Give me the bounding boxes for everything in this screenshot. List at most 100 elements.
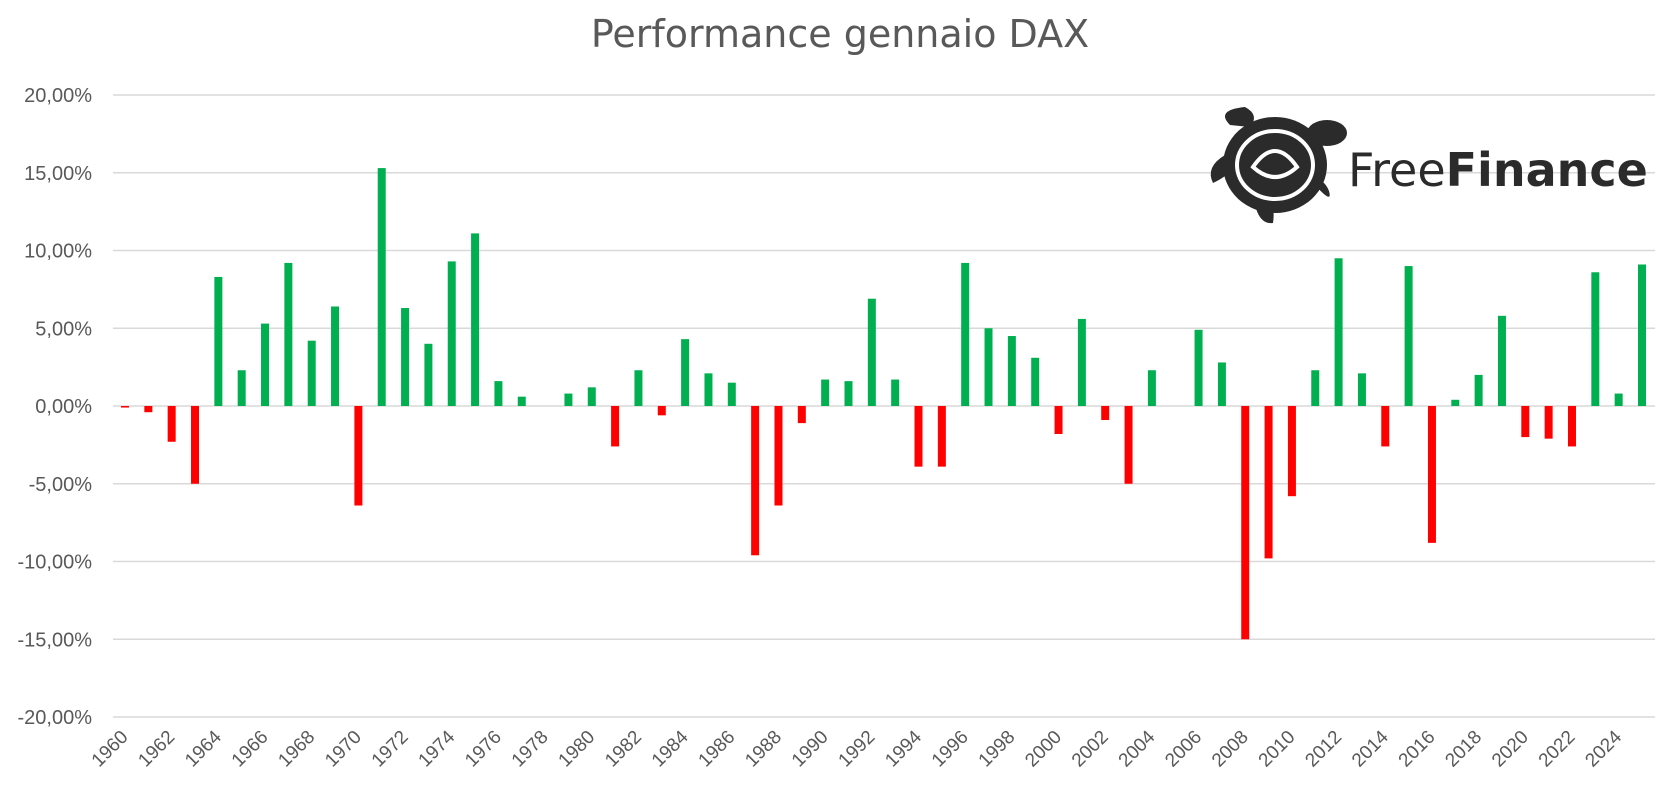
y-tick-label: -10,00% — [18, 552, 93, 574]
bar-2003 — [1124, 406, 1133, 484]
bar-1980 — [587, 387, 596, 406]
bar-2021 — [1544, 406, 1553, 439]
bar-2010 — [1287, 406, 1296, 497]
x-tick-label: 1974 — [415, 726, 460, 771]
logo-text: FreeFinance — [1348, 143, 1648, 197]
bar-1970 — [354, 406, 363, 506]
x-tick-label: 2004 — [1115, 726, 1160, 771]
x-tick-label: 1966 — [228, 727, 273, 772]
turtle-icon — [1210, 107, 1347, 224]
bar-2002 — [1101, 406, 1110, 420]
bar-1998 — [1007, 336, 1016, 406]
bar-1977 — [517, 396, 526, 406]
bar-1962 — [167, 406, 176, 442]
gridlines — [113, 94, 1655, 718]
bar-1975 — [471, 233, 480, 406]
x-tick-label: 1982 — [601, 727, 646, 772]
x-tick-label: 2024 — [1581, 726, 1626, 771]
bar-1982 — [634, 370, 643, 406]
y-tick-label: 10,00% — [24, 241, 92, 263]
x-tick-label: 1964 — [181, 726, 226, 771]
x-tick-label: 1992 — [835, 727, 880, 772]
bar-2020 — [1521, 406, 1530, 438]
bar-2008 — [1241, 406, 1250, 640]
x-tick-label: 2018 — [1441, 727, 1486, 772]
bar-1966 — [261, 323, 270, 406]
bar-1960 — [121, 406, 129, 408]
bar-1968 — [307, 340, 316, 406]
bar-2012 — [1334, 258, 1343, 406]
bar-1971 — [377, 168, 386, 406]
y-axis-tick-labels: 20,00% 15,00% 10,00% 5,00% 0,00% -5,00% -10,00… — [18, 85, 93, 729]
bar-2006 — [1194, 329, 1203, 406]
y-tick-label: 5,00% — [35, 318, 92, 340]
x-tick-label: 1996 — [928, 727, 973, 772]
logo-text-bold: Finance — [1446, 143, 1648, 197]
x-tick-label: 2010 — [1255, 727, 1300, 772]
bar-1994 — [914, 406, 923, 467]
bar-2023 — [1591, 272, 1600, 406]
bar-1981 — [611, 406, 620, 447]
bar-1999 — [1031, 357, 1040, 406]
bar-2024 — [1614, 393, 1623, 406]
x-tick-label: 1980 — [555, 727, 600, 772]
x-tick-label: 2000 — [1021, 727, 1066, 772]
x-tick-label: 1998 — [975, 727, 1020, 772]
y-tick-label: 0,00% — [35, 396, 92, 418]
bar-2015 — [1404, 266, 1413, 406]
x-tick-label: 2020 — [1488, 727, 1533, 772]
bar-2018 — [1474, 374, 1483, 406]
x-tick-label: 2022 — [1535, 727, 1580, 772]
bar-1986 — [727, 382, 736, 406]
bar-1993 — [891, 379, 900, 406]
bar-1985 — [704, 373, 713, 406]
x-tick-label: 2008 — [1208, 727, 1253, 772]
x-tick-label: 2016 — [1395, 727, 1440, 772]
bar-2016 — [1427, 406, 1436, 543]
bar-2004 — [1147, 370, 1156, 406]
bar-1961 — [144, 406, 153, 413]
bars — [121, 168, 1646, 640]
bar-2017 — [1451, 399, 1460, 406]
bar-1996 — [961, 262, 970, 406]
bar-1992 — [867, 298, 876, 406]
x-tick-label: 1976 — [461, 727, 506, 772]
x-tick-label: 1986 — [695, 727, 740, 772]
bar-1989 — [797, 406, 806, 424]
logo-text-light: Free — [1348, 143, 1446, 197]
x-tick-label: 1984 — [648, 726, 693, 771]
x-axis-tick-labels: 1960 1962 1964 1966 1968 1970 1972 1974 1976 1978… — [88, 726, 1627, 771]
x-tick-label: 2012 — [1301, 727, 1346, 772]
bar-1964 — [214, 276, 223, 406]
bar-2019 — [1497, 315, 1506, 406]
x-tick-label: 1968 — [274, 727, 319, 772]
x-tick-label: 1990 — [788, 727, 833, 772]
bar-2011 — [1311, 370, 1320, 406]
bar-2007 — [1217, 362, 1226, 406]
bar-1987 — [751, 406, 760, 556]
bar-1967 — [284, 262, 293, 406]
bar-2001 — [1077, 318, 1086, 406]
bar-2013 — [1357, 373, 1366, 406]
bar-1976 — [494, 381, 503, 406]
bar-2014 — [1381, 406, 1390, 447]
bar-2000 — [1054, 406, 1063, 434]
x-tick-label: 1994 — [881, 726, 926, 771]
bar-1972 — [401, 308, 410, 406]
bar-2025 — [1638, 264, 1646, 406]
y-tick-label: -5,00% — [29, 474, 93, 496]
freefinance-logo: FreeFinance — [1210, 107, 1648, 224]
x-tick-label: 1978 — [508, 727, 553, 772]
x-tick-label: 1960 — [88, 727, 133, 772]
chart-title: Performance gennaio DAX — [590, 12, 1090, 56]
bar-1990 — [821, 379, 830, 406]
bar-1969 — [331, 306, 340, 406]
x-tick-label: 1988 — [741, 727, 786, 772]
x-tick-label: 2014 — [1348, 726, 1393, 771]
bar-1997 — [984, 328, 993, 406]
bar-1974 — [447, 261, 456, 406]
x-tick-label: 2006 — [1161, 727, 1206, 772]
y-tick-label: -15,00% — [18, 629, 93, 651]
y-tick-label: 20,00% — [24, 85, 92, 107]
